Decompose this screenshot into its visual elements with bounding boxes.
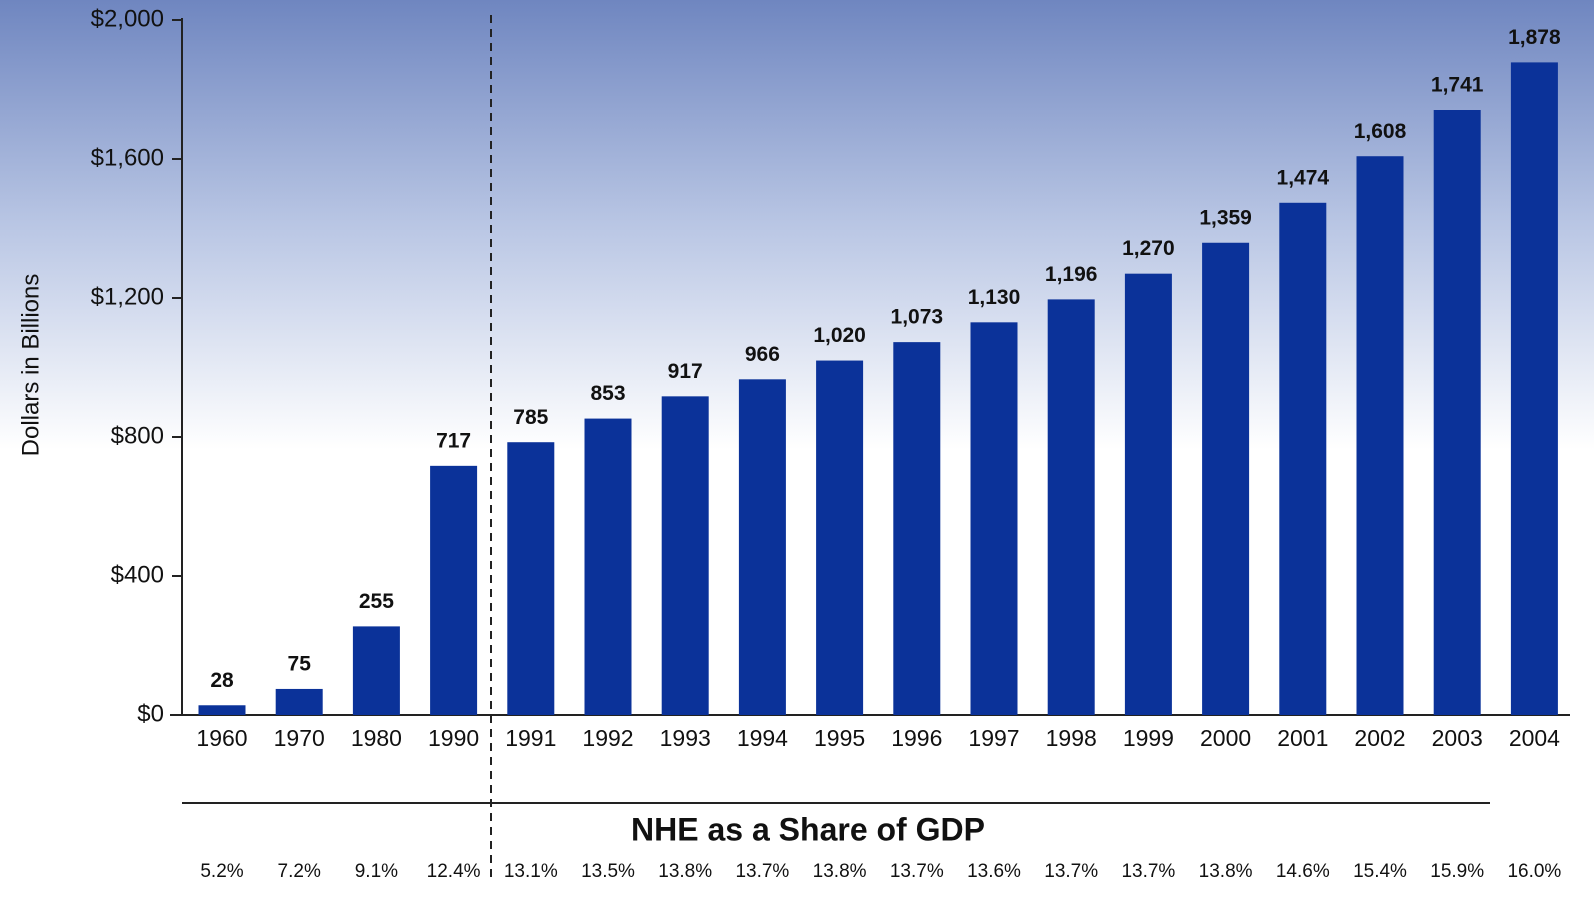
share-label: 15.9% [1430, 861, 1484, 882]
value-label: 1,741 [1431, 74, 1484, 97]
bar [661, 396, 709, 715]
y-tick-label: $400 [111, 561, 164, 588]
x-tick-label: 1998 [1046, 725, 1097, 751]
y-tick-label: $2,000 [91, 5, 164, 32]
bar [507, 442, 555, 715]
value-label: 1,196 [1045, 263, 1098, 286]
value-label: 1,359 [1199, 206, 1252, 229]
share-label: 14.6% [1276, 861, 1330, 882]
share-label: 16.0% [1507, 861, 1561, 882]
bar [1433, 110, 1481, 715]
share-label: 5.2% [200, 861, 243, 882]
y-tick-label: $1,600 [91, 144, 164, 171]
value-label: 1,474 [1277, 166, 1330, 189]
value-label: 1,878 [1508, 26, 1561, 49]
x-tick-label: 1980 [351, 725, 402, 751]
share-label: 7.2% [278, 861, 321, 882]
x-tick-label: 1999 [1123, 725, 1174, 751]
bar [1510, 62, 1558, 715]
x-tick-label: 1993 [660, 725, 711, 751]
y-tick-label: $1,200 [91, 283, 164, 310]
value-label: 255 [359, 590, 394, 613]
x-tick-label: 1996 [891, 725, 942, 751]
x-tick-label: 1990 [428, 725, 479, 751]
y-tick-label: $0 [137, 700, 164, 727]
value-label: 853 [590, 382, 625, 405]
value-label: 1,073 [891, 306, 944, 329]
share-label: 13.7% [1044, 861, 1098, 882]
share-label: 13.5% [581, 861, 635, 882]
bar [198, 705, 246, 715]
x-tick-label: 1994 [737, 725, 788, 751]
value-label: 785 [513, 406, 548, 429]
x-tick-label: 1992 [582, 725, 633, 751]
value-label: 1,608 [1354, 120, 1407, 143]
y-tick-label: $800 [111, 422, 164, 449]
bar [352, 626, 400, 715]
value-label: 1,270 [1122, 237, 1175, 260]
share-label: 13.8% [1199, 861, 1253, 882]
share-label: 15.4% [1353, 861, 1407, 882]
bar [816, 360, 864, 715]
bar [1202, 242, 1250, 715]
x-tick-label: 2004 [1509, 725, 1560, 751]
x-tick-label: 1960 [196, 725, 247, 751]
bar [738, 379, 786, 715]
share-label: 13.8% [813, 861, 867, 882]
y-axis-label: Dollars in Billions [17, 274, 44, 457]
share-label: 13.6% [967, 861, 1021, 882]
share-label: 9.1% [355, 861, 398, 882]
x-tick-label: 2001 [1277, 725, 1328, 751]
x-tick-label: 1991 [505, 725, 556, 751]
bar [584, 418, 632, 715]
share-label: 12.4% [427, 861, 481, 882]
bar [893, 342, 941, 715]
value-label: 1,130 [968, 286, 1021, 309]
bar [1356, 156, 1404, 716]
share-label: 13.1% [504, 861, 558, 882]
x-tick-label: 1970 [274, 725, 325, 751]
x-tick-label: 1995 [814, 725, 865, 751]
share-label: 13.7% [1121, 861, 1175, 882]
bar [970, 322, 1018, 715]
value-label: 717 [436, 429, 471, 452]
value-label: 966 [745, 343, 780, 366]
x-tick-label: 2003 [1432, 725, 1483, 751]
value-label: 75 [288, 652, 312, 675]
bar [1279, 202, 1327, 715]
share-label: 13.7% [890, 861, 944, 882]
x-tick-label: 1997 [968, 725, 1019, 751]
bar [1124, 273, 1172, 715]
share-title: NHE as a Share of GDP [631, 811, 985, 847]
x-tick-label: 2002 [1354, 725, 1405, 751]
share-label: 13.8% [658, 861, 712, 882]
bar [430, 465, 478, 715]
value-label: 28 [210, 669, 234, 692]
value-label: 917 [668, 360, 703, 383]
bar [1047, 299, 1095, 715]
value-label: 1,020 [813, 324, 866, 347]
bar [275, 688, 323, 715]
x-tick-label: 2000 [1200, 725, 1251, 751]
share-label: 13.7% [735, 861, 789, 882]
